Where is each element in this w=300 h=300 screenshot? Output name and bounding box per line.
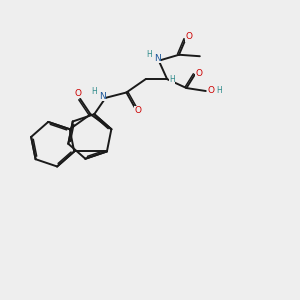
Text: N: N [154, 54, 161, 63]
Text: O: O [207, 85, 214, 94]
Text: N: N [99, 92, 105, 101]
Text: H: H [146, 50, 152, 58]
Text: O: O [196, 69, 203, 78]
Text: O: O [134, 106, 141, 116]
Text: O: O [186, 32, 193, 41]
Text: H: H [92, 87, 97, 96]
Text: H: H [169, 75, 175, 84]
Text: O: O [75, 89, 82, 98]
Text: H: H [216, 85, 222, 94]
